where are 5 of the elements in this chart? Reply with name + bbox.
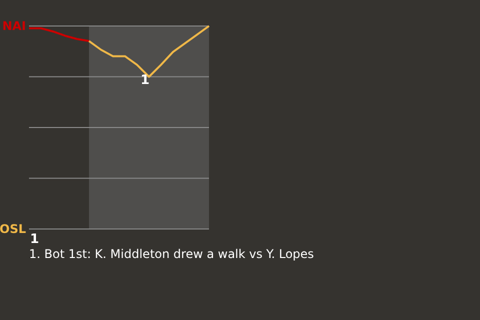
annotation: 1 xyxy=(140,72,150,88)
text: 1 xyxy=(30,232,40,247)
text: 1. Bot 1st: K. Middleton drew a walk vs Y. Lopes xyxy=(29,247,314,261)
text: NAI xyxy=(2,19,26,33)
text: OSL xyxy=(0,222,26,236)
